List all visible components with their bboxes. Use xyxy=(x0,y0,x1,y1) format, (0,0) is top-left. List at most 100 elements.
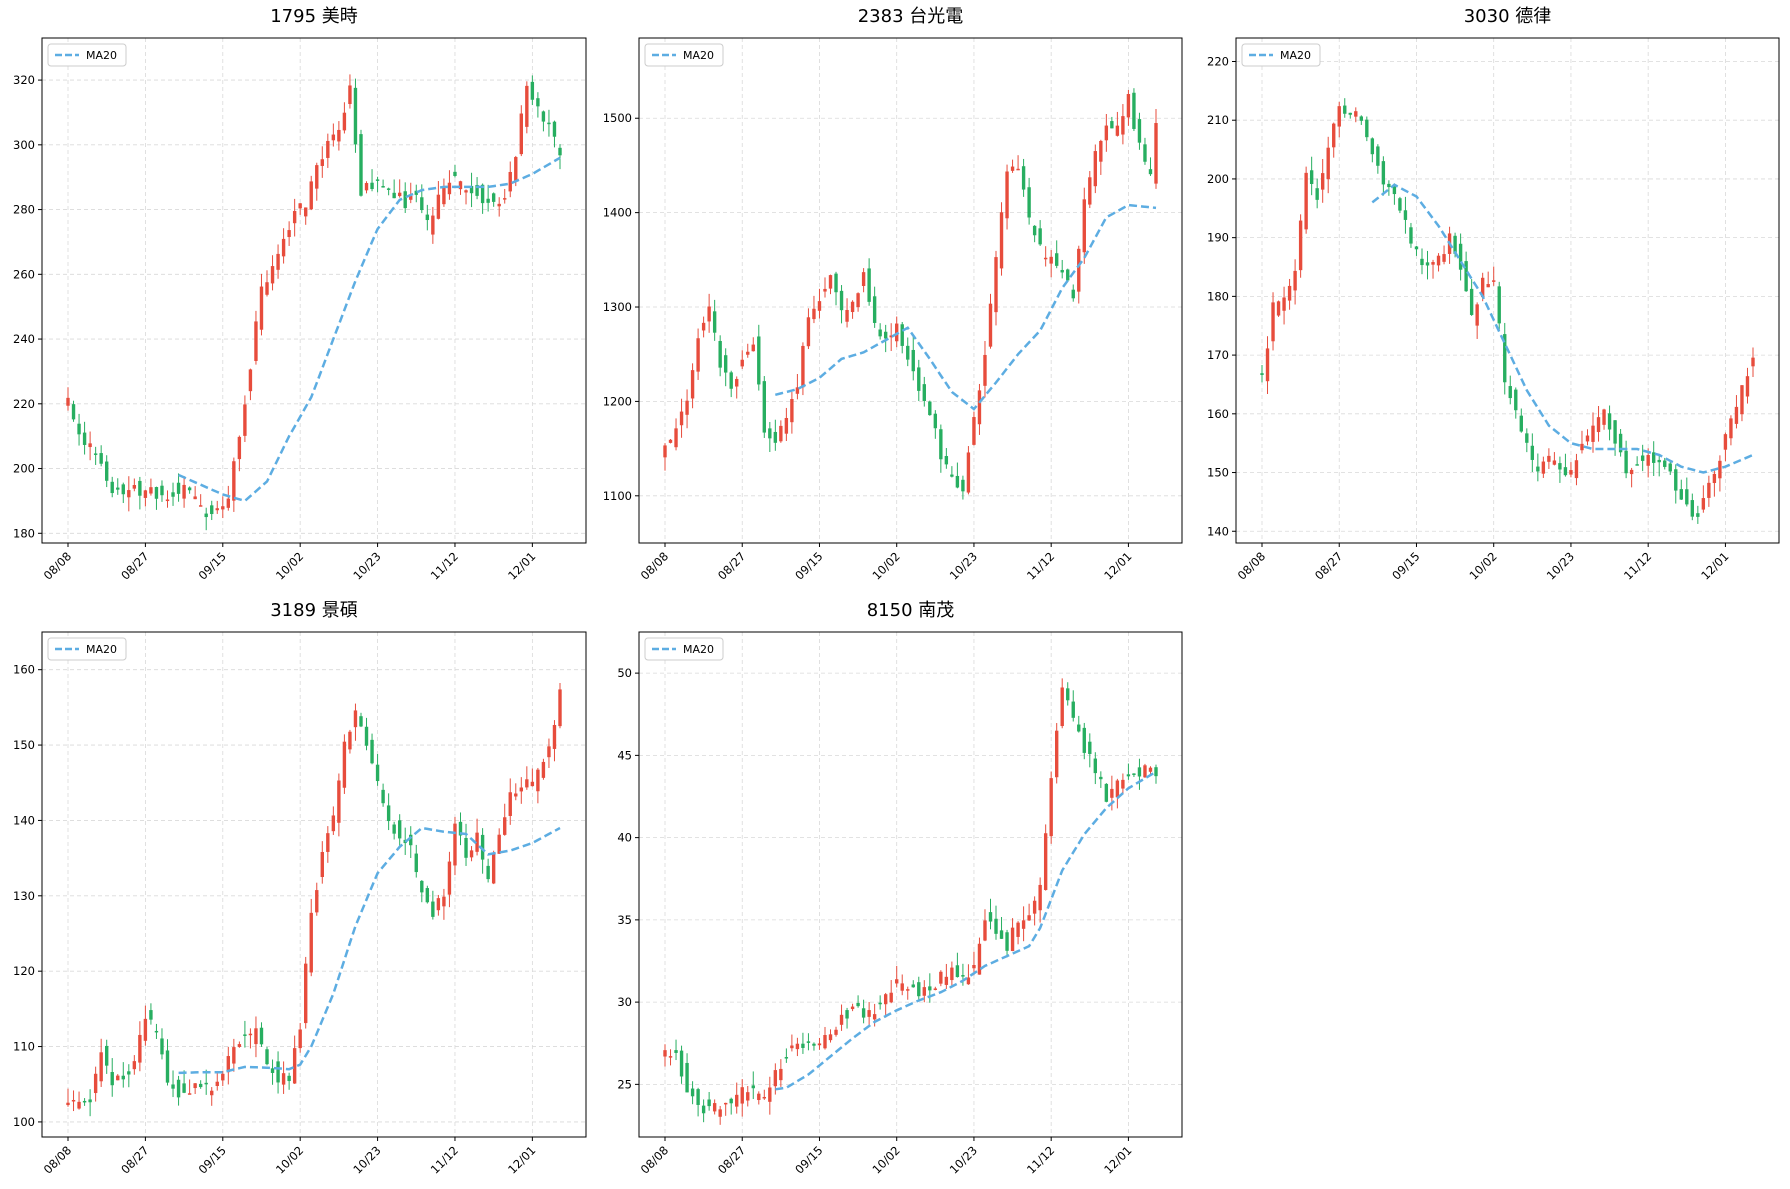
candle-body xyxy=(88,1099,92,1103)
candle-body xyxy=(491,193,496,202)
candle-body xyxy=(1121,779,1125,789)
candle-body xyxy=(1049,778,1053,837)
candle-body xyxy=(309,181,313,210)
candle-body xyxy=(503,198,507,200)
y-tick-label: 200 xyxy=(1207,172,1229,186)
candle-body xyxy=(392,192,396,199)
candle-body xyxy=(817,1043,822,1046)
candle-body xyxy=(1104,125,1109,141)
candle-body xyxy=(1337,106,1341,127)
candle-body xyxy=(298,203,302,209)
candle-body xyxy=(735,378,739,387)
candle-body xyxy=(746,1092,750,1101)
candle-body xyxy=(784,1057,789,1059)
candle-body xyxy=(878,329,882,337)
candle-body xyxy=(110,481,114,494)
candle-body xyxy=(1530,445,1535,460)
y-tick-label: 170 xyxy=(1207,348,1229,362)
candle-body xyxy=(215,1081,219,1086)
x-tick-label: 10/02 xyxy=(1466,549,1499,582)
candle-body xyxy=(1376,146,1380,166)
candle-body xyxy=(961,479,965,492)
candle-body xyxy=(922,384,926,401)
candle-body xyxy=(701,322,706,331)
x-tick-label: 10/02 xyxy=(273,549,306,582)
candle-body xyxy=(453,823,457,866)
candle-body xyxy=(1414,246,1419,250)
legend-box xyxy=(47,43,127,67)
candle-body xyxy=(1148,169,1153,175)
candle-body xyxy=(1453,235,1457,254)
grid-lines xyxy=(639,632,1182,1137)
candle-body xyxy=(999,930,1004,939)
candle-body xyxy=(348,85,352,105)
candle-body xyxy=(93,1073,98,1094)
candle-body xyxy=(1282,297,1286,311)
candle-body xyxy=(364,726,369,746)
x-tick-label: 11/12 xyxy=(428,1143,461,1176)
candle-body xyxy=(243,1034,247,1036)
candle-body xyxy=(381,789,385,804)
candle-body xyxy=(718,340,722,368)
candle-body xyxy=(143,490,148,498)
y-tick-label: 35 xyxy=(617,913,632,927)
candle-body xyxy=(237,436,242,460)
candle-body xyxy=(270,266,275,284)
candle-body xyxy=(397,192,402,197)
candle-body xyxy=(315,890,319,913)
candle-body xyxy=(1409,227,1413,244)
candle-body xyxy=(966,452,971,493)
y-tick-label: 160 xyxy=(1207,407,1229,421)
candle-body xyxy=(1298,220,1303,271)
y-tick-label: 180 xyxy=(1207,289,1229,303)
candle-body xyxy=(1315,188,1319,200)
candle-body xyxy=(469,850,474,858)
candle-body xyxy=(806,1041,811,1043)
candle-body xyxy=(1690,500,1695,517)
candle-body xyxy=(1005,932,1009,951)
y-tick-label: 110 xyxy=(13,1040,35,1054)
candle-body xyxy=(1552,460,1557,465)
candle-body xyxy=(469,185,474,194)
candle-body xyxy=(541,111,546,122)
candle-body xyxy=(1126,774,1131,777)
candle-body xyxy=(1602,409,1606,425)
ma20-line xyxy=(178,156,561,503)
candle-body xyxy=(922,987,926,996)
candle-body xyxy=(1110,121,1114,129)
candle-body xyxy=(1425,262,1430,266)
candle-body xyxy=(773,1070,778,1087)
y-tick-label: 320 xyxy=(13,73,35,87)
legend: MA20 xyxy=(1241,43,1321,67)
candle-body xyxy=(458,181,463,190)
candle-body xyxy=(464,190,468,193)
grid-lines xyxy=(42,38,586,543)
candle-body xyxy=(519,787,523,792)
candle-body xyxy=(883,994,888,1005)
candle-body xyxy=(315,165,319,189)
candle-body xyxy=(674,1050,678,1053)
candle-body xyxy=(1613,420,1617,444)
candle-body xyxy=(442,896,446,907)
y-tick-label: 180 xyxy=(13,526,35,540)
candle-body xyxy=(436,194,441,219)
chart-title: 3030 德律 xyxy=(1464,6,1552,27)
candle-body xyxy=(768,428,772,439)
candle-body xyxy=(928,401,932,416)
candle-body xyxy=(944,976,949,985)
chart-title: 8150 南茂 xyxy=(867,600,955,621)
y-tick-label: 120 xyxy=(13,964,35,978)
candle-body xyxy=(1271,302,1275,342)
candle-body xyxy=(751,344,755,352)
x-tick-label: 10/23 xyxy=(1544,549,1577,582)
candle-body xyxy=(861,272,866,287)
candle-body xyxy=(1707,482,1711,498)
x-tick-label: 10/02 xyxy=(273,1143,306,1176)
candle-body xyxy=(762,381,766,433)
x-tick-label: 08/08 xyxy=(638,549,671,582)
candle-body xyxy=(1016,922,1020,937)
candle-body xyxy=(1503,334,1507,383)
candle-body xyxy=(977,390,982,425)
candle-body xyxy=(723,355,728,373)
candle-body xyxy=(392,824,396,834)
